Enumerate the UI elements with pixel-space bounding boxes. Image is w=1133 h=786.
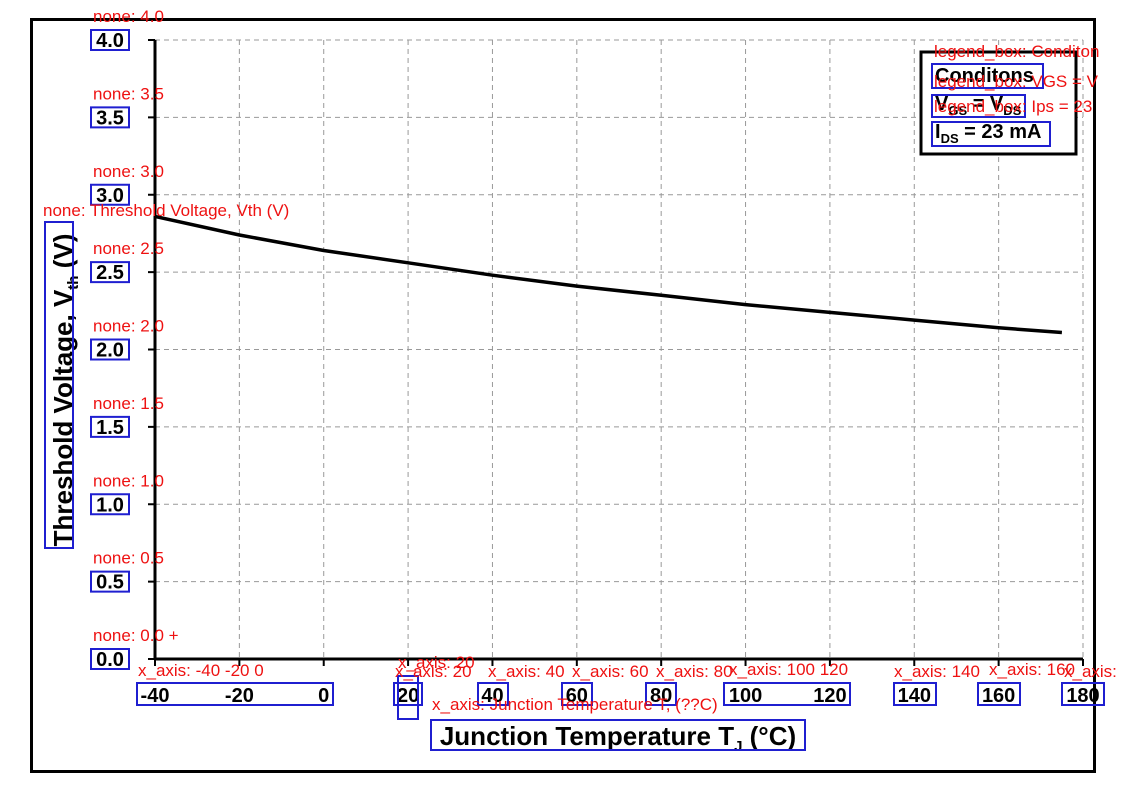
ann-x-180: x_axis:	[1064, 662, 1117, 681]
ann-x-160: x_axis: 160	[989, 660, 1075, 679]
box-x-40	[477, 682, 509, 706]
box-y-tick	[90, 648, 130, 670]
y-tick-label: 3.0	[96, 185, 124, 207]
x-tick-label: 140	[898, 685, 931, 707]
y-tick-label: 1.0	[96, 494, 124, 516]
ann-legend-title: legend_box: Conditon	[934, 42, 1099, 61]
annotation-boxes	[44, 63, 1105, 751]
box-y-tick	[90, 183, 130, 206]
ann-y-tick: none: 1.5	[93, 394, 164, 413]
x-axis-title: Junction Temperature TJ (°C)	[440, 721, 796, 755]
box-y-tick	[90, 106, 130, 129]
ann-y-tick: none: 3.5	[93, 84, 164, 103]
box-legend-ids	[931, 121, 1051, 147]
legend-ids: IDS = 23 mA	[935, 121, 1041, 146]
axes	[148, 39, 1084, 666]
box-x-100-120	[723, 682, 851, 706]
ann-x-40: x_axis: 40	[488, 662, 565, 681]
box-legend-title	[931, 63, 1044, 89]
ann-legend-ids: legend_box: Ips = 23	[934, 97, 1092, 116]
x-tick-label: 0	[318, 685, 329, 707]
y-tick-label: 3.5	[96, 107, 124, 129]
y-axis-title: Threshold Voltage, Vth (V)	[48, 234, 82, 547]
ann-legend-vgs: legend_box: VGS = V	[934, 72, 1099, 91]
x-tick-label: 160	[982, 685, 1015, 707]
box-x-180	[1061, 682, 1105, 706]
box-x-20-tall	[397, 675, 419, 720]
box-x-80	[645, 682, 677, 706]
box-x-60	[561, 682, 593, 706]
legend-vgs: VGS = VDS	[935, 93, 1022, 118]
x-tick-label: -40	[141, 685, 170, 707]
box-y-tick	[90, 415, 130, 438]
ann-x-100-120: x_axis: 100 120	[729, 660, 848, 679]
y-tick-label: 2.5	[96, 262, 124, 284]
y-tick-label: 0.5	[96, 572, 124, 594]
ann-x-80: x_axis: 80	[656, 662, 733, 681]
ann-x-140: x_axis: 140	[894, 662, 980, 681]
series-line	[154, 214, 1063, 335]
x-tick-label: 80	[650, 685, 672, 707]
x-tick-label: 60	[566, 685, 588, 707]
ann-x-20: x_axis: 20	[398, 653, 475, 672]
legend-title: Conditons	[935, 65, 1034, 87]
series	[154, 214, 1063, 335]
legend: Conditons VGS = VDS IDS = 23 mA	[919, 50, 1078, 156]
box-y-title	[44, 221, 74, 549]
box-x-title	[430, 719, 806, 751]
ann-x-title: x_axis: Junction Temperature T, (??C)	[432, 695, 718, 714]
x-tick-label: 20	[397, 685, 419, 707]
ann-y-tick: none: 4.0	[93, 7, 164, 26]
ann-y-tick: none: 3.0	[93, 162, 164, 181]
box-x-group	[136, 682, 334, 706]
ann-x-group: x_axis: -40 -20 0	[138, 661, 264, 680]
ann-y-tick: none: 0.0 +	[93, 626, 179, 645]
ann-y-tick: none: 2.5	[93, 239, 164, 258]
box-y-tick	[90, 29, 130, 51]
x-tick-label: 120	[813, 685, 846, 707]
ann-y-title: none: Threshold Voltage, Vth (V)	[43, 201, 289, 220]
y-tick-label: 1.5	[96, 417, 124, 439]
ann-y-tick: none: 1.0	[93, 471, 164, 490]
y-tick-label: 4.0	[96, 30, 124, 52]
chart-frame	[30, 18, 1096, 773]
box-x-20	[393, 682, 423, 706]
grid	[155, 39, 1084, 659]
tick-labels: 0.0 none: 0.0 + 0.5 none: 0.5 1.0 none: 1.0 1.…	[90, 7, 1100, 707]
ann-x-20b: x_axis: 20	[395, 662, 472, 681]
x-tick-label: 180	[1066, 685, 1099, 707]
box-y-tick	[90, 493, 130, 516]
y-tick-label: 2.0	[96, 340, 124, 362]
y-tick-label: 0.0	[96, 649, 124, 671]
box-y-tick	[90, 570, 130, 593]
box-y-tick	[90, 261, 130, 284]
ann-y-tick: none: 2.0	[93, 317, 164, 336]
annotation-labels: none: Threshold Voltage, Vth (V) legend_…	[43, 42, 1117, 714]
box-x-160	[977, 682, 1021, 706]
x-tick-label: 40	[481, 685, 503, 707]
box-legend-vgs	[931, 94, 1026, 118]
x-tick-label: 100	[729, 685, 762, 707]
box-y-tick	[90, 338, 130, 361]
box-x-140	[893, 682, 937, 706]
ann-x-60: x_axis: 60	[572, 662, 649, 681]
x-tick-label: -20	[225, 685, 254, 707]
ann-y-tick: none: 0.5	[93, 549, 164, 568]
